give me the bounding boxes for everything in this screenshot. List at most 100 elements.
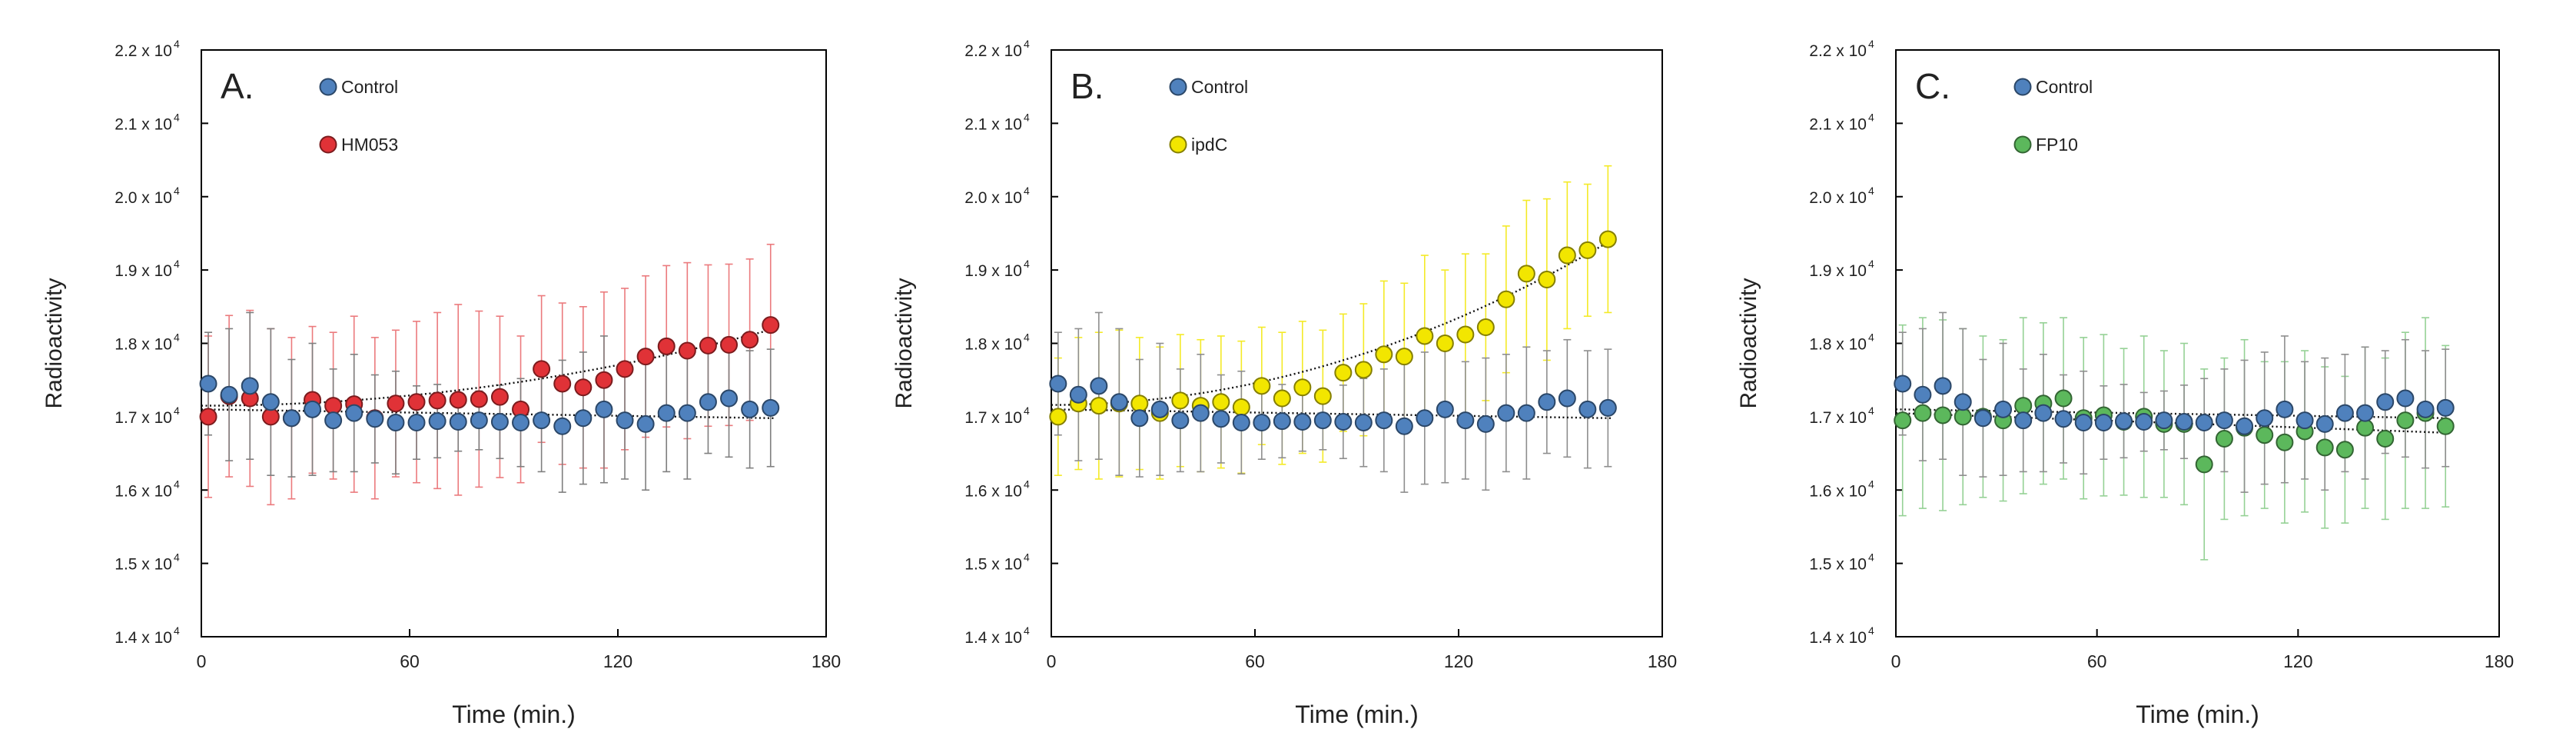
data-point-control [261, 393, 280, 411]
data-point-control [2155, 411, 2173, 430]
y-tick-exponent: 4 [1024, 551, 1030, 564]
data-point-control [1954, 393, 1972, 411]
data-point-control [1578, 400, 1597, 418]
data-point-control [2356, 404, 2375, 422]
data-point-fp10 [1934, 406, 1952, 424]
data-point-hm053 [261, 408, 280, 426]
data-point-control [741, 400, 759, 418]
data-point-ipdc [1476, 318, 1495, 337]
data-point-control [2034, 404, 2053, 422]
data-point-control [2054, 410, 2073, 428]
data-point-hm053 [470, 390, 488, 408]
data-point-ipdc [1090, 397, 1108, 415]
data-point-ipdc [1212, 393, 1230, 411]
data-point-hm053 [449, 391, 467, 409]
y-tick-exponent: 4 [1868, 331, 1874, 344]
y-tick-label: 1.8 x 10 [115, 336, 172, 354]
data-point-control [512, 414, 530, 432]
y-tick-label: 1.6 x 10 [115, 482, 172, 500]
data-point-control [1232, 414, 1250, 432]
data-point-fp10 [2195, 455, 2213, 474]
y-tick-label: 1.7 x 10 [115, 409, 172, 427]
data-point-control [1914, 385, 1932, 404]
y-tick-exponent: 4 [1868, 38, 1874, 50]
legend-marker-hm053 [319, 135, 337, 154]
x-tick-label: 0 [1891, 651, 1901, 671]
y-tick-label: 2.1 x 10 [964, 115, 1022, 133]
data-point-control [1476, 414, 1495, 433]
data-point-control [1395, 417, 1413, 435]
legend-label: Control [341, 77, 398, 97]
data-point-control [428, 412, 446, 431]
data-point-control [345, 404, 363, 422]
data-point-control [2416, 400, 2435, 418]
y-tick-exponent: 4 [1024, 258, 1030, 270]
data-point-control [1598, 398, 1617, 417]
data-point-control [2014, 411, 2033, 430]
legend-marker-ipdc [1169, 135, 1187, 154]
data-point-control [2195, 414, 2213, 432]
data-point-control [470, 411, 488, 430]
data-point-hm053 [553, 374, 572, 393]
y-tick-exponent: 4 [1868, 624, 1874, 637]
data-point-control [2396, 389, 2415, 408]
data-point-control [1150, 400, 1169, 418]
data-point-control [1934, 377, 1952, 395]
data-point-ipdc [1049, 408, 1067, 426]
plot-area [1895, 49, 2500, 637]
x-tick-label: 180 [1648, 651, 1677, 671]
data-point-fp10 [2256, 426, 2274, 444]
data-point-fp10 [2014, 397, 2033, 415]
y-axis-label: Radioactivity [891, 278, 917, 408]
data-point-hm053 [616, 360, 634, 378]
data-point-control [1293, 413, 1312, 431]
data-point-hm053 [387, 394, 405, 413]
data-point-ipdc [1313, 387, 1332, 405]
trendline-hm053 [201, 328, 775, 407]
x-tick-label: 0 [197, 651, 207, 671]
y-tick-exponent: 4 [1868, 404, 1874, 417]
x-axis-label: Time (min.) [1295, 701, 1419, 728]
y-tick-exponent: 4 [174, 404, 180, 417]
y-tick-exponent: 4 [174, 624, 180, 637]
data-point-fp10 [2335, 441, 2354, 459]
x-tick-label: 120 [2283, 651, 2312, 671]
data-point-fp10 [2396, 411, 2415, 430]
data-point-control [1049, 374, 1067, 393]
data-point-control [199, 374, 217, 393]
data-point-control [1191, 404, 1210, 422]
data-point-control [1973, 409, 1992, 428]
data-point-control [533, 411, 551, 430]
data-point-control [2335, 404, 2354, 422]
data-point-ipdc [1538, 271, 1556, 289]
y-tick-label: 1.8 x 10 [964, 336, 1022, 354]
legend-label: Control [1191, 77, 1248, 97]
data-point-control [490, 413, 509, 431]
y-axis-label: Radioactivity [1736, 278, 1761, 408]
y-tick-label: 2.2 x 10 [964, 42, 1022, 60]
y-tick-exponent: 4 [174, 111, 180, 123]
y-tick-label: 1.5 x 10 [964, 556, 1022, 574]
data-point-hm053 [574, 378, 593, 397]
y-tick-exponent: 4 [1024, 111, 1030, 123]
data-point-hm053 [657, 337, 676, 355]
y-tick-label: 1.6 x 10 [1809, 482, 1867, 500]
data-point-control [1110, 393, 1128, 411]
data-point-hm053 [699, 336, 717, 355]
data-point-hm053 [533, 360, 551, 378]
legend-label: Control [2036, 77, 2093, 97]
y-tick-exponent: 4 [1024, 185, 1030, 197]
y-tick-exponent: 4 [174, 331, 180, 344]
data-point-hm053 [595, 371, 613, 389]
chart-panel-1: 1.4 x 10 41.5 x 10 41.6 x 10 41.7 x 10 41.8 … [41, 38, 841, 728]
y-tick-label: 1.6 x 10 [964, 482, 1022, 500]
y-tick-label: 1.9 x 10 [1809, 262, 1867, 280]
data-point-control [2436, 398, 2455, 417]
data-point-fp10 [1894, 411, 1912, 430]
data-point-control [1354, 414, 1373, 432]
x-axis-label: Time (min.) [452, 701, 576, 728]
data-point-hm053 [324, 397, 343, 415]
y-tick-exponent: 4 [1868, 185, 1874, 197]
